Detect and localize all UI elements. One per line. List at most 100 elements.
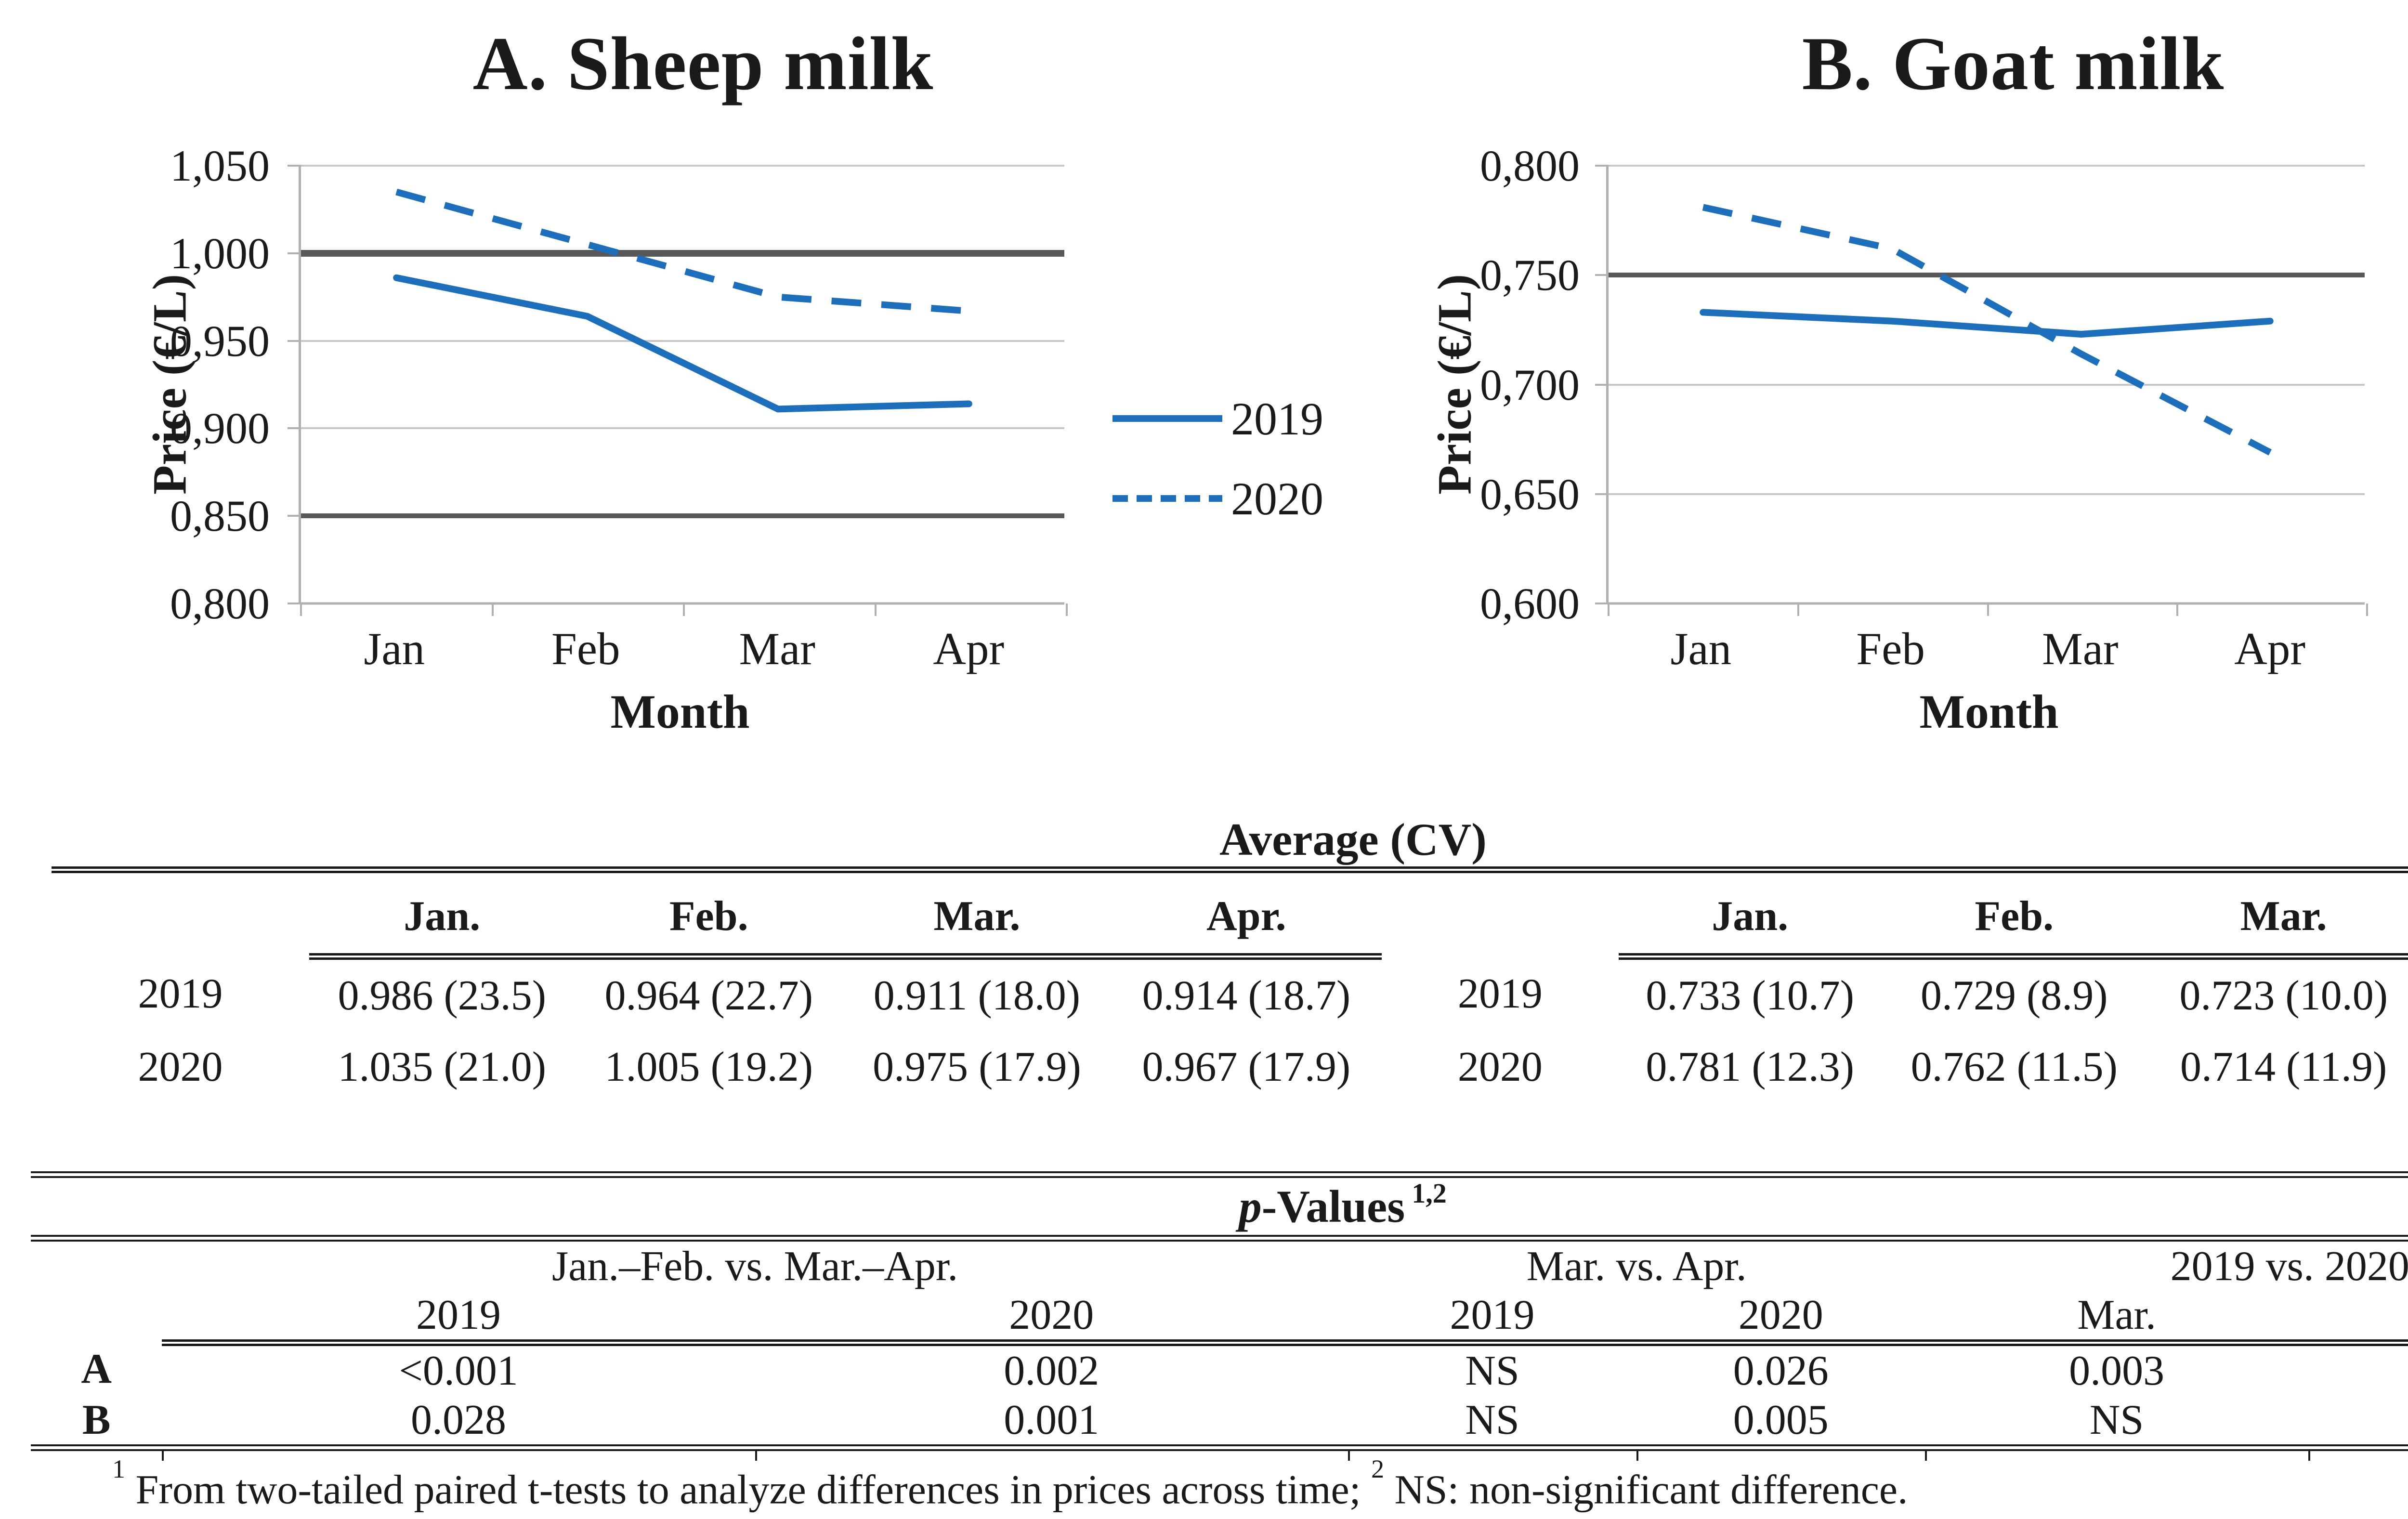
average-cv-cell: 0.975 (17.9) xyxy=(873,1043,1081,1090)
y-tick-label: 0,950 xyxy=(170,316,270,366)
y-axis-tick xyxy=(1595,165,1609,167)
average-cv-cell: 0.714 (11.9) xyxy=(2180,1043,2387,1090)
legend-label: 2020 xyxy=(1231,472,1323,524)
y-tick-label: 0,650 xyxy=(1480,469,1580,519)
row-label: A xyxy=(81,1346,112,1392)
gridline-0,800 xyxy=(301,602,1064,605)
blank-cell xyxy=(52,870,309,956)
p-value-cell: <0.001 xyxy=(2308,1395,2408,1444)
x-axis-tick xyxy=(2366,603,2368,616)
pv-table-row: B 0.028 0.001 NS 0.005 NS <0.001 xyxy=(31,1395,2408,1444)
y-tick-label: 0,700 xyxy=(1480,360,1580,409)
y-tick-label: 1,050 xyxy=(170,141,270,190)
average-cv-cell: 0.729 (8.9) xyxy=(1920,972,2108,1019)
legend-sheep: 2019 2020 xyxy=(1112,385,1323,532)
pv-subheader-row: 2019 2020 2019 2020 Mar. Apr. xyxy=(31,1291,2408,1346)
average-cv-cell: 0.781 (12.3) xyxy=(1646,1043,1854,1090)
average-cv-cell: 0.762 (11.5) xyxy=(1911,1043,2118,1090)
y-tick-label: 0,800 xyxy=(1480,141,1580,190)
pv-title-superscript: 1,2 xyxy=(1412,1177,1447,1209)
row-label: B xyxy=(82,1396,111,1443)
y-tick-label: 0,900 xyxy=(170,404,270,453)
table-rule xyxy=(31,1235,2408,1242)
p-value-cell: NS xyxy=(1465,1347,1519,1394)
avg-table-row: 2019 0.986 (23.5) 0.964 (22.7) 0.911 (18.0)… xyxy=(52,956,2408,1031)
average-cv-cell: 0.911 (18.0) xyxy=(873,972,1081,1019)
average-cv-cell: 0.967 (17.9) xyxy=(1142,1043,1351,1090)
x-tick-label: Mar xyxy=(739,623,815,674)
y-axis-tick-labels: 1,050 1,000 0,950 0,900 0,850 0,800 xyxy=(63,141,270,628)
p-value-cell: 0.026 xyxy=(1733,1347,1829,1394)
x-tick-label: Jan xyxy=(364,623,425,674)
pv-table-title: p -Values 1,2 xyxy=(31,1178,2408,1235)
blank-cell xyxy=(1382,870,1619,956)
p-value-cell: NS xyxy=(1465,1396,1519,1443)
average-cv-cell: 1.005 (19.2) xyxy=(604,1043,813,1090)
footnote-text-2: NS: non-significant difference. xyxy=(1384,1466,1908,1513)
column-header: 2019 xyxy=(162,1291,755,1346)
footnote-superscript-2: 2 xyxy=(1371,1454,1385,1483)
footnote-superscript-1: 1 xyxy=(112,1454,125,1483)
column-header: Feb. xyxy=(1881,870,2147,960)
gridline-1,000 xyxy=(301,249,1064,257)
average-cv-cell: 1.035 (21.0) xyxy=(338,1043,547,1090)
x-axis-title: Month xyxy=(1919,685,2059,738)
pv-group-header-row: Jan.–Feb. vs. Mar.–Apr. Mar. vs. Apr. 20… xyxy=(31,1242,2408,1291)
chart-title-b: B. Goat milk xyxy=(1802,22,2225,106)
x-axis-tick xyxy=(683,603,685,616)
x-axis-tick xyxy=(1608,603,1610,616)
x-axis-tick-labels: Jan Feb Mar Apr xyxy=(299,622,1062,685)
plot-area-sheep xyxy=(288,165,1068,616)
x-tick-label: Mar xyxy=(2042,623,2119,674)
gridline-0,800 xyxy=(1609,165,2365,167)
legend-label: 2019 xyxy=(1231,393,1323,445)
column-header: Mar. xyxy=(1925,1291,2308,1346)
average-cv-cell: 0.914 (18.7) xyxy=(1142,972,1351,1019)
x-axis-tick xyxy=(1797,603,1799,616)
column-header: 2020 xyxy=(1636,1291,1925,1346)
p-value-cell: 0.028 xyxy=(411,1396,507,1443)
legend-entry-2020: 2020 xyxy=(1112,465,1323,532)
average-cv-cell: 0.986 (23.5) xyxy=(338,972,547,1019)
gridline-0,750 xyxy=(1609,273,2365,278)
gridline-0,600 xyxy=(1609,602,2365,605)
y-axis-tick xyxy=(1595,602,1609,604)
pv-table-row: A <0.001 0.002 NS 0.026 0.003 0.001 xyxy=(31,1343,2408,1395)
x-axis-tick-labels: Jan Feb Mar Apr xyxy=(1606,622,2362,685)
y-tick-label: 1,000 xyxy=(170,228,270,278)
footnote: 1 From two-tailed paired t-tests to anal… xyxy=(112,1454,1908,1515)
chart-title-a: A. Sheep milk xyxy=(472,22,934,106)
footnote-text-1: From two-tailed paired t-tests to analyz… xyxy=(125,1466,1372,1513)
avg-header-row: Jan. Feb. Mar. Apr. Jan. Feb. Mar. Apr. xyxy=(52,870,2408,960)
x-tick-label: Jan xyxy=(1670,623,1732,674)
pv-title-rest: -Values xyxy=(1261,1181,1405,1232)
column-header: 2020 xyxy=(755,1291,1348,1346)
y-axis-tick xyxy=(288,340,301,342)
x-axis-tick xyxy=(491,603,494,616)
column-header: Mar. xyxy=(2146,870,2408,960)
y-axis-tick xyxy=(288,165,301,167)
data-series-svg xyxy=(393,188,972,413)
y-axis-tick xyxy=(1595,383,1609,386)
column-header: Jan. xyxy=(309,870,575,960)
data-series-svg xyxy=(1700,204,2274,456)
row-label: 2020 xyxy=(1457,1043,1543,1090)
x-axis-tick xyxy=(300,603,302,616)
y-axis-tick xyxy=(1595,493,1609,495)
column-header: Jan. xyxy=(1618,870,1882,960)
y-axis-tick xyxy=(288,602,301,604)
y-axis-tick xyxy=(288,252,301,254)
gridline-0,650 xyxy=(1609,493,2365,495)
x-axis-tick xyxy=(1987,603,1989,616)
legend-entry-2019: 2019 xyxy=(1112,385,1323,452)
y-tick-label: 0,800 xyxy=(170,579,270,628)
y-tick-label: 0,750 xyxy=(1480,250,1580,300)
gridline-1,050 xyxy=(301,165,1064,167)
table-rule xyxy=(31,1444,2408,1451)
blank-cell xyxy=(31,1242,162,1291)
column-header: Feb. xyxy=(575,870,843,960)
avg-table: Jan. Feb. Mar. Apr. Jan. Feb. Mar. Apr. … xyxy=(52,866,2408,1102)
group-header: 2019 vs. 2020 xyxy=(2170,1243,2408,1290)
y-tick-label: 0,600 xyxy=(1480,579,1580,628)
pv-table: Jan.–Feb. vs. Mar.–Apr. Mar. vs. Apr. 20… xyxy=(31,1242,2408,1444)
